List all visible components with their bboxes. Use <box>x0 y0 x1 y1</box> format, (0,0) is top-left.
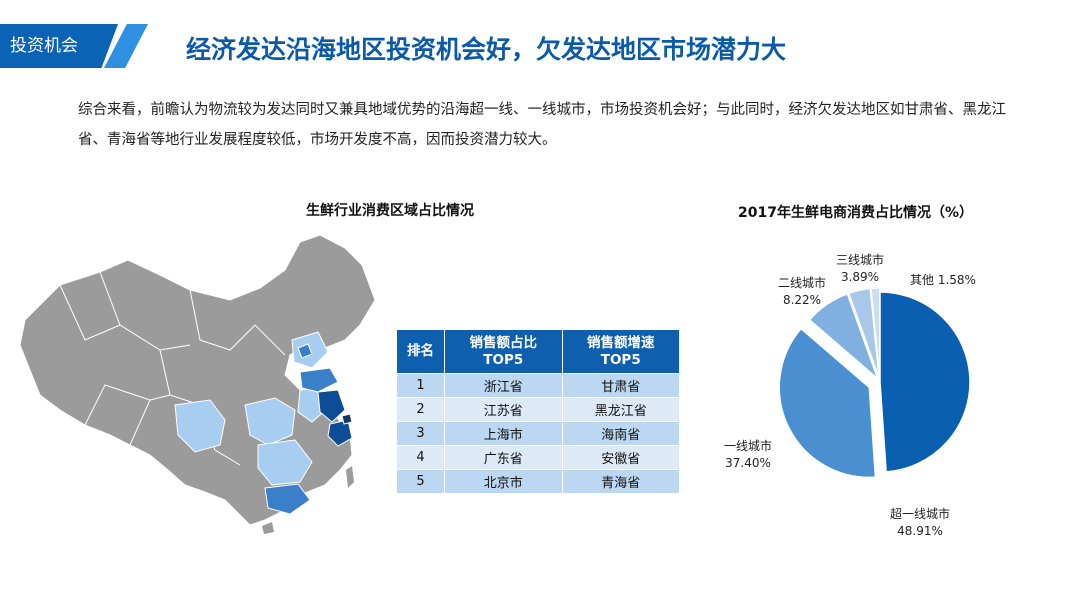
rank-cell: 3 <box>395 421 446 446</box>
rank-cell: 1 <box>395 373 446 398</box>
growth-cell: 海南省 <box>561 421 680 446</box>
map-title: 生鲜行业消费区域占比情况 <box>306 203 474 219</box>
rank-cell: 5 <box>395 469 446 494</box>
growth-cell: 黑龙江省 <box>561 397 680 422</box>
share-cell: 北京市 <box>444 469 563 494</box>
section-tag: 投资机会 <box>0 24 150 68</box>
map-region-mid-shandong <box>299 367 339 393</box>
pie-slice <box>870 287 881 379</box>
table-row: 5 北京市 青海省 <box>395 469 680 494</box>
header-sales-share: 销售额占比 TOP5 <box>444 329 563 374</box>
map-region-taiwan <box>346 466 354 488</box>
pie-slice-label: 二线城市 <box>778 275 826 290</box>
header-rank: 排名 <box>395 329 446 374</box>
pie-slice <box>879 291 971 473</box>
section-tag-label: 投资机会 <box>0 24 118 68</box>
map-region-light-central <box>244 397 296 446</box>
share-cell: 浙江省 <box>444 373 563 398</box>
growth-cell: 甘肃省 <box>561 373 680 398</box>
page-title: 经济发达沿海地区投资机会好，欠发达地区市场潜力大 <box>186 35 787 64</box>
top5-header-row: 排名 销售额占比 TOP5 销售额增速 TOP5 <box>395 329 680 374</box>
pie-slice-label: 超一线城市 <box>890 506 950 521</box>
table-row: 1 浙江省 甘肃省 <box>395 373 680 398</box>
intro-paragraph: 综合来看，前瞻认为物流较为发达同时又兼具地域优势的沿海超一线、一线城市，市场投资… <box>78 102 1006 148</box>
table-row: 4 广东省 安徽省 <box>395 445 680 470</box>
map-region-hainan <box>262 522 274 534</box>
pie-slice-label: 其他 1.58% <box>910 273 976 287</box>
top5-table: 排名 销售额占比 TOP5 销售额增速 TOP5 1 浙江省 甘肃省 2 江苏省 黑… <box>395 329 680 494</box>
table-row: 2 江苏省 黑龙江省 <box>395 397 680 422</box>
map-region-dark-shanghai <box>341 413 353 425</box>
map-region-mid-guangdong <box>264 483 311 515</box>
map-region-light-sichuan <box>174 399 226 453</box>
pie-slice-label: 一线城市 <box>724 438 772 453</box>
share-cell: 广东省 <box>444 445 563 470</box>
pie-slice-value: 8.22% <box>783 293 821 307</box>
pie-chart: 超一线城市 48.91% 一线城市 37.40% 二线城市 8.22% 三线城市 3.89% 其… <box>724 252 976 538</box>
share-cell: 江苏省 <box>444 397 563 422</box>
map-region-mid-beijing <box>297 343 313 359</box>
pie-title: 2017年生鲜电商消费占比情况（%） <box>738 205 973 221</box>
pie-slice-label: 三线城市 <box>836 252 884 267</box>
rank-cell: 4 <box>395 445 446 470</box>
header-sales-growth: 销售额增速 TOP5 <box>561 329 680 374</box>
pie-slice-value: 37.40% <box>725 456 771 470</box>
pie-slice-value: 48.91% <box>897 524 943 538</box>
share-cell: 上海市 <box>444 421 563 446</box>
map-province-lines <box>59 271 286 466</box>
growth-cell: 安徽省 <box>561 445 680 470</box>
pie-slice <box>808 293 880 382</box>
map-region-light-south <box>257 439 313 486</box>
pie-slice-value: 3.89% <box>841 270 879 284</box>
rank-cell: 2 <box>395 397 446 422</box>
map-region-dark-jiangsu <box>317 389 346 423</box>
growth-cell: 青海省 <box>561 469 680 494</box>
china-map <box>19 234 376 534</box>
table-row: 3 上海市 海南省 <box>395 421 680 446</box>
pie-slice <box>778 327 877 479</box>
